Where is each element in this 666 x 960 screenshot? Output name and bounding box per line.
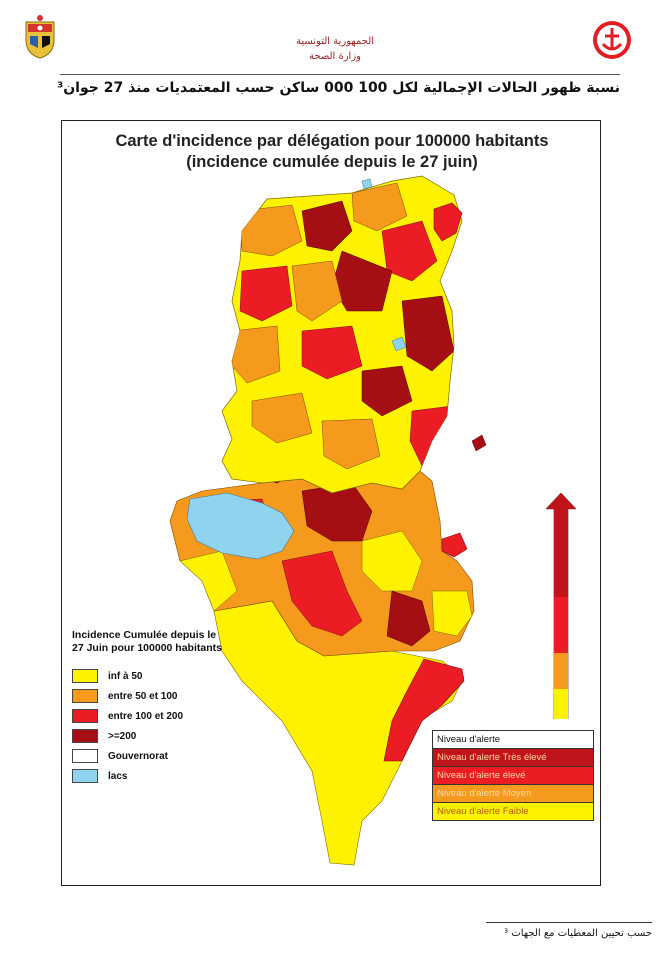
lake-north-b <box>361 178 373 190</box>
map-title: Carte d'incidence par délégation pour 10… <box>62 131 602 173</box>
legend-label: lacs <box>108 770 128 782</box>
legend-swatch <box>72 689 98 703</box>
alert-scale-arrow-head <box>546 493 576 509</box>
footnote: حسب تحيين المعطيات مع الجهات ³ <box>504 928 652 939</box>
health-ministry-logo-icon <box>593 21 631 59</box>
legend-item: >=200 <box>72 727 252 745</box>
legend-title: Incidence Cumulée depuis le 27 Juin pour… <box>72 629 222 654</box>
alert-table-row: Niveau d'alerte élevé <box>433 767 593 785</box>
alert-table-row: Niveau d'alerte Moyen <box>433 785 593 803</box>
legend-swatch <box>72 769 98 783</box>
header-divider <box>60 74 620 75</box>
alert-scale-medium <box>554 653 568 689</box>
alert-scale-arrow <box>546 493 576 719</box>
north-orange-b <box>351 182 408 232</box>
ministry-header: الجمهورية التونسية وزارة الصحة <box>250 34 420 64</box>
alert-table-row: Niveau d'alerte Très élevé <box>433 749 593 767</box>
region-djerba <box>441 532 468 558</box>
alert-level-table: Niveau d'alerte Niveau d'alerte Très éle… <box>432 730 594 821</box>
north-dark-a <box>301 200 353 252</box>
legend-item: Gouvernorat <box>72 747 252 765</box>
alert-table-row: Niveau d'alerte Faible <box>433 803 593 820</box>
legend-item: entre 100 et 200 <box>72 707 252 725</box>
alert-scale-low <box>554 689 568 719</box>
tunisia-incidence-map <box>169 175 487 866</box>
map-title-line2: (incidence cumulée depuis le 27 juin) <box>186 153 478 171</box>
region-central-dark-b <box>386 590 431 647</box>
legend-label: inf à 50 <box>108 670 143 682</box>
legend-swatch <box>72 729 98 743</box>
legend-item: entre 50 et 100 <box>72 687 252 705</box>
north-orange-a <box>239 204 303 257</box>
map-title-line1: Carte d'incidence par délégation pour 10… <box>115 132 549 150</box>
region-central-yellow-b <box>361 530 423 592</box>
north-dark-d <box>361 365 413 417</box>
tunisia-coat-of-arms-icon <box>25 15 55 59</box>
north-red-a <box>381 220 438 282</box>
legend-item: inf à 50 <box>72 667 252 685</box>
region-kerkennah <box>471 434 487 452</box>
ministry-name: وزارة الصحة <box>309 51 361 62</box>
document-title: نسبة ظهور الحالات الإجمالية لكل 100 000 … <box>57 80 620 96</box>
region-central-yellow-c <box>431 590 473 637</box>
north-red-c <box>301 325 363 380</box>
north-delegations <box>231 182 455 470</box>
map-legend: Incidence Cumulée depuis le 27 Juin pour… <box>72 629 252 787</box>
legend-swatch <box>72 749 98 763</box>
legend-label: Gouvernorat <box>108 750 169 762</box>
alert-scale-very-high <box>554 509 568 597</box>
alert-table-header: Niveau d'alerte <box>433 731 593 749</box>
region-central-yellow-a <box>179 550 238 612</box>
legend-swatch <box>72 709 98 723</box>
legend-swatch <box>72 669 98 683</box>
alert-scale-high <box>554 597 568 653</box>
north-orange-c <box>291 260 343 322</box>
legend-label: entre 100 et 200 <box>108 710 184 722</box>
region-central-red-a <box>281 550 363 637</box>
legend-item: lacs <box>72 767 252 785</box>
north-orange-e <box>251 392 313 444</box>
north-orange-f <box>321 418 381 470</box>
legend-items: inf à 50 entre 50 et 100 entre 100 et 200 >… <box>72 667 252 785</box>
lake-chott-el-jerid <box>186 492 295 560</box>
map-frame: Carte d'incidence par délégation pour 10… <box>61 120 601 886</box>
legend-label: >=200 <box>108 730 137 742</box>
lake-north-a <box>391 336 407 352</box>
region-cap-bon <box>433 202 463 242</box>
region-southeast-red <box>383 658 465 762</box>
country-name: الجمهورية التونسية <box>295 36 375 47</box>
page-header: الجمهورية التونسية وزارة الصحة <box>0 0 666 80</box>
north-red-b <box>239 265 293 322</box>
legend-label: entre 50 et 100 <box>108 690 178 702</box>
alert-table-rows: Niveau d'alerte Très élevé Niveau d'alert… <box>433 749 593 820</box>
footnote-divider <box>486 922 652 923</box>
